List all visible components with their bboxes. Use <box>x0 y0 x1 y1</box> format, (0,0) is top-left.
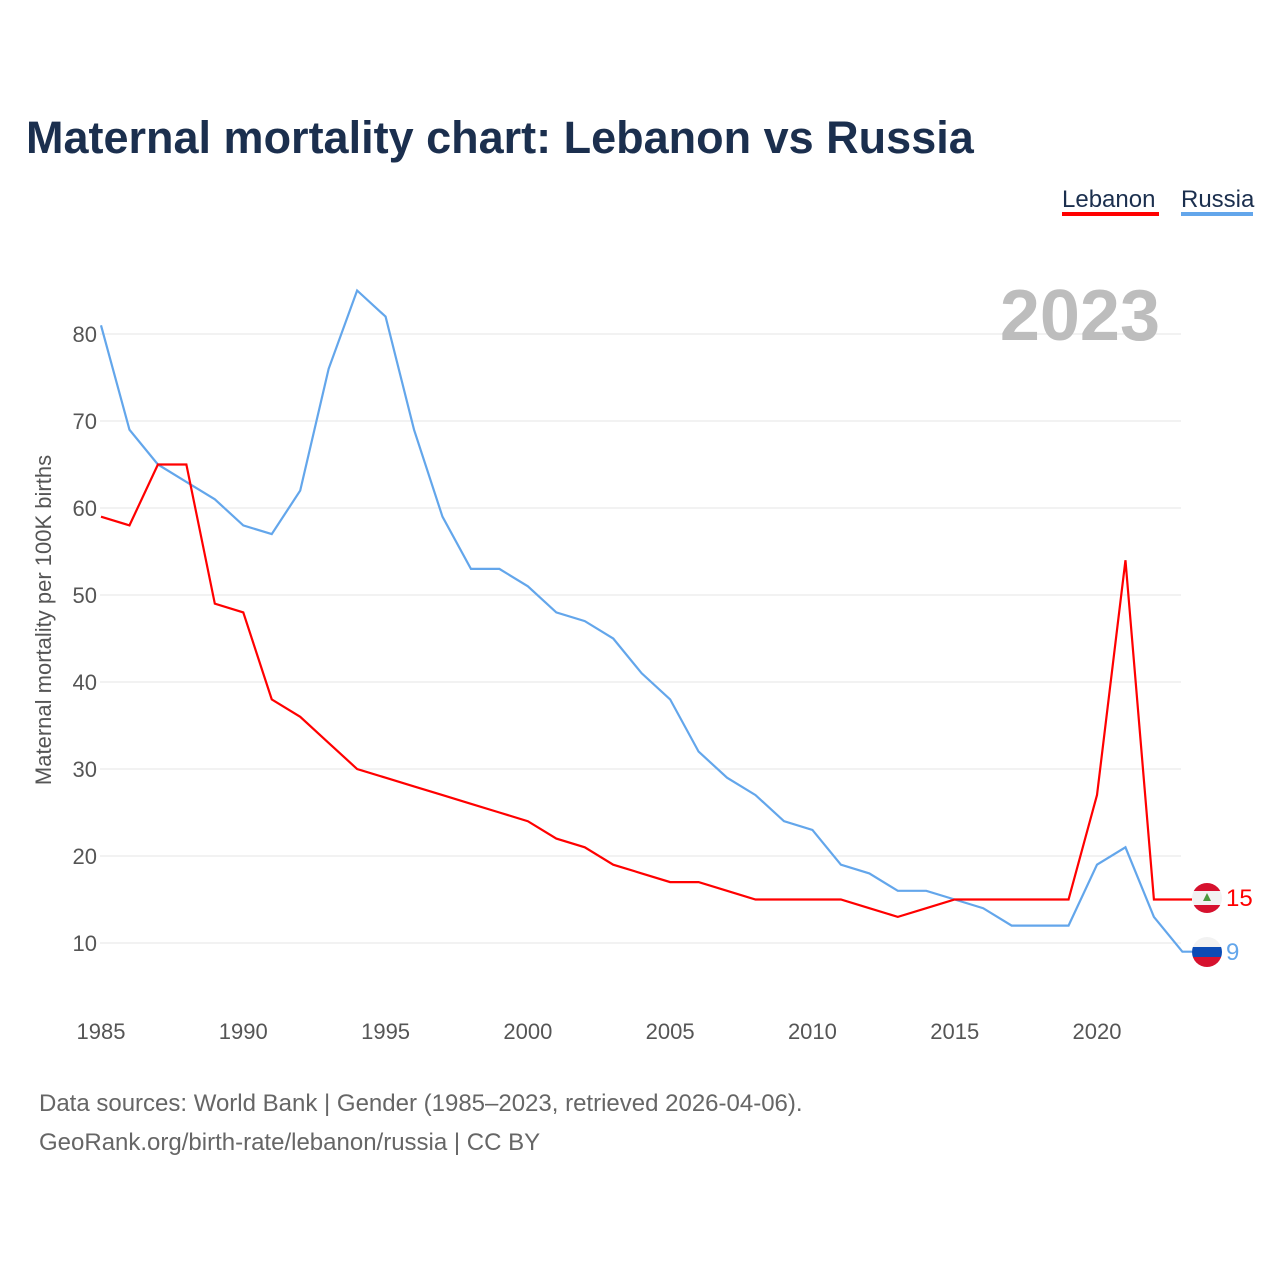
end-markers: 9 15 <box>1192 883 1253 967</box>
series-lines <box>99 288 1192 953</box>
y-axis-label: Maternal mortality per 100K births <box>31 455 56 785</box>
x-tick-label: 1990 <box>219 1019 268 1044</box>
y-tick-label: 10 <box>73 931 97 956</box>
y-tick-label: 40 <box>73 670 97 695</box>
russia-flag-icon <box>1192 937 1222 967</box>
y-axis-ticks: 10 20 30 40 50 60 70 80 <box>73 322 97 956</box>
legend: Lebanon Russia <box>1062 186 1255 216</box>
source-note: Data sources: World Bank | Gender (1985–… <box>39 1090 803 1117</box>
gridlines <box>100 333 1181 944</box>
x-tick-label: 1995 <box>361 1019 410 1044</box>
source-url[interactable]: GeoRank.org/birth-rate/lebanon/russia | … <box>39 1129 540 1156</box>
y-tick-label: 80 <box>73 322 97 347</box>
series-line-lebanon <box>100 463 1192 919</box>
x-tick-label: 2005 <box>646 1019 695 1044</box>
y-tick-label: 30 <box>73 757 97 782</box>
legend-label-lebanon[interactable]: Lebanon <box>1062 186 1155 213</box>
x-tick-label: 2015 <box>930 1019 979 1044</box>
x-tick-label: 2010 <box>788 1019 837 1044</box>
end-value-lebanon: 15 <box>1226 885 1253 912</box>
lebanon-flag-icon <box>1192 883 1222 913</box>
legend-swatch <box>1062 212 1159 216</box>
series-line-russia <box>99 288 1192 953</box>
end-value-russia: 9 <box>1226 939 1239 966</box>
x-axis-ticks: 1985 1990 1995 2000 2005 2010 2015 2020 <box>77 1019 1122 1044</box>
x-tick-label: 2000 <box>503 1019 552 1044</box>
legend-label-russia[interactable]: Russia <box>1181 186 1255 213</box>
y-tick-label: 50 <box>73 583 97 608</box>
chart-title: Maternal mortality chart: Lebanon vs Rus… <box>26 112 975 163</box>
legend-swatch <box>1181 212 1253 216</box>
y-tick-label: 60 <box>73 496 97 521</box>
x-tick-label: 2020 <box>1073 1019 1122 1044</box>
y-tick-label: 20 <box>73 844 97 869</box>
x-tick-label: 1985 <box>77 1019 126 1044</box>
y-tick-label: 70 <box>73 409 97 434</box>
year-watermark: 2023 <box>1000 276 1160 356</box>
